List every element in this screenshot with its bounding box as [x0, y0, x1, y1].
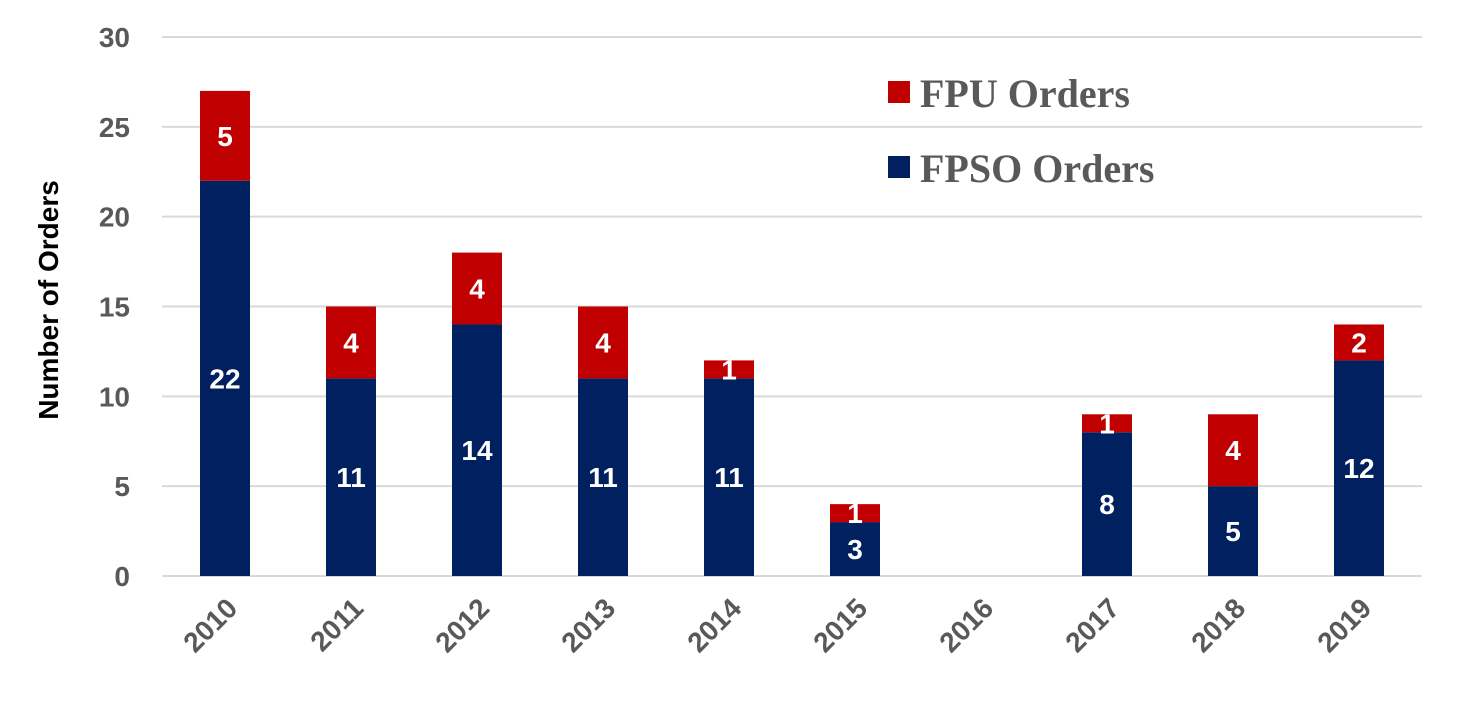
x-tick-label: 2013 — [555, 592, 621, 658]
bar-fpu-2013 — [578, 306, 628, 379]
y-tick-label: 15 — [99, 292, 130, 323]
bar-fpso-2017 — [1082, 432, 1132, 576]
y-tick-label: 30 — [99, 22, 130, 53]
data-label: 1 — [721, 354, 737, 385]
y-tick-label: 5 — [114, 471, 130, 502]
legend: FPU Orders FPSO Orders — [888, 71, 1154, 191]
bar-fpu-2010 — [200, 90, 250, 181]
bar-fpu-2017 — [1082, 414, 1132, 433]
y-axis-ticks: 0 5 10 15 20 25 30 — [99, 22, 130, 592]
bar-fpso-2011 — [326, 378, 376, 576]
y-tick-label: 20 — [99, 202, 130, 233]
x-axis-ticks: 2010 2011 2012 2013 2014 2015 2016 2017 2018 2019 — [177, 592, 1377, 658]
legend-label-fpso: FPSO Orders — [920, 146, 1154, 191]
data-label: 5 — [1225, 516, 1241, 547]
y-tick-label: 10 — [99, 381, 130, 412]
data-label: 4 — [1225, 435, 1241, 466]
bar-fpu-2015 — [830, 504, 880, 523]
bar-fpu-2011 — [326, 306, 376, 379]
bar-fpso-2012 — [452, 324, 502, 576]
x-tick-label: 2017 — [1059, 592, 1125, 658]
data-label: 11 — [714, 462, 744, 493]
data-label: 2 — [1351, 327, 1367, 358]
data-label: 4 — [469, 274, 485, 305]
data-label: 4 — [343, 327, 359, 358]
x-tick-label: 2016 — [933, 592, 999, 658]
data-label: 12 — [1343, 453, 1374, 484]
bar-fpu-2019 — [1334, 324, 1384, 361]
x-tick-label: 2019 — [1311, 592, 1377, 658]
legend-swatch-fpu — [888, 81, 910, 103]
x-tick-label: 2011 — [304, 592, 369, 657]
data-label: 5 — [217, 121, 233, 152]
bars — [200, 90, 1384, 576]
x-tick-label: 2010 — [177, 592, 243, 658]
data-label: 1 — [847, 498, 863, 529]
data-label: 1 — [1099, 408, 1115, 439]
data-label: 4 — [595, 327, 611, 358]
bar-fpso-2014 — [704, 378, 754, 576]
bar-fpso-2015 — [830, 522, 880, 576]
bar-fpu-2014 — [704, 360, 754, 379]
x-tick-label: 2014 — [681, 592, 747, 658]
data-label: 8 — [1099, 489, 1115, 520]
x-tick-label: 2015 — [807, 592, 873, 658]
legend-label-fpu: FPU Orders — [920, 71, 1130, 116]
bar-fpso-2019 — [1334, 360, 1384, 576]
y-axis-label: Number of Orders — [33, 180, 64, 420]
x-tick-label: 2018 — [1185, 592, 1251, 658]
bar-fpu-2012 — [452, 252, 502, 325]
data-label: 22 — [209, 363, 240, 394]
data-label: 11 — [588, 462, 618, 493]
bar-fpso-2013 — [578, 378, 628, 576]
legend-swatch-fpso — [888, 156, 910, 178]
data-label: 14 — [461, 435, 493, 466]
bar-fpso-2018 — [1208, 486, 1258, 576]
data-label: 11 — [336, 462, 366, 493]
bar-fpso-2010 — [200, 180, 250, 576]
y-tick-label: 0 — [114, 561, 130, 592]
y-tick-label: 25 — [99, 112, 130, 143]
x-tick-label: 2012 — [429, 592, 495, 658]
data-label: 3 — [847, 534, 863, 565]
bar-fpu-2018 — [1208, 414, 1258, 487]
